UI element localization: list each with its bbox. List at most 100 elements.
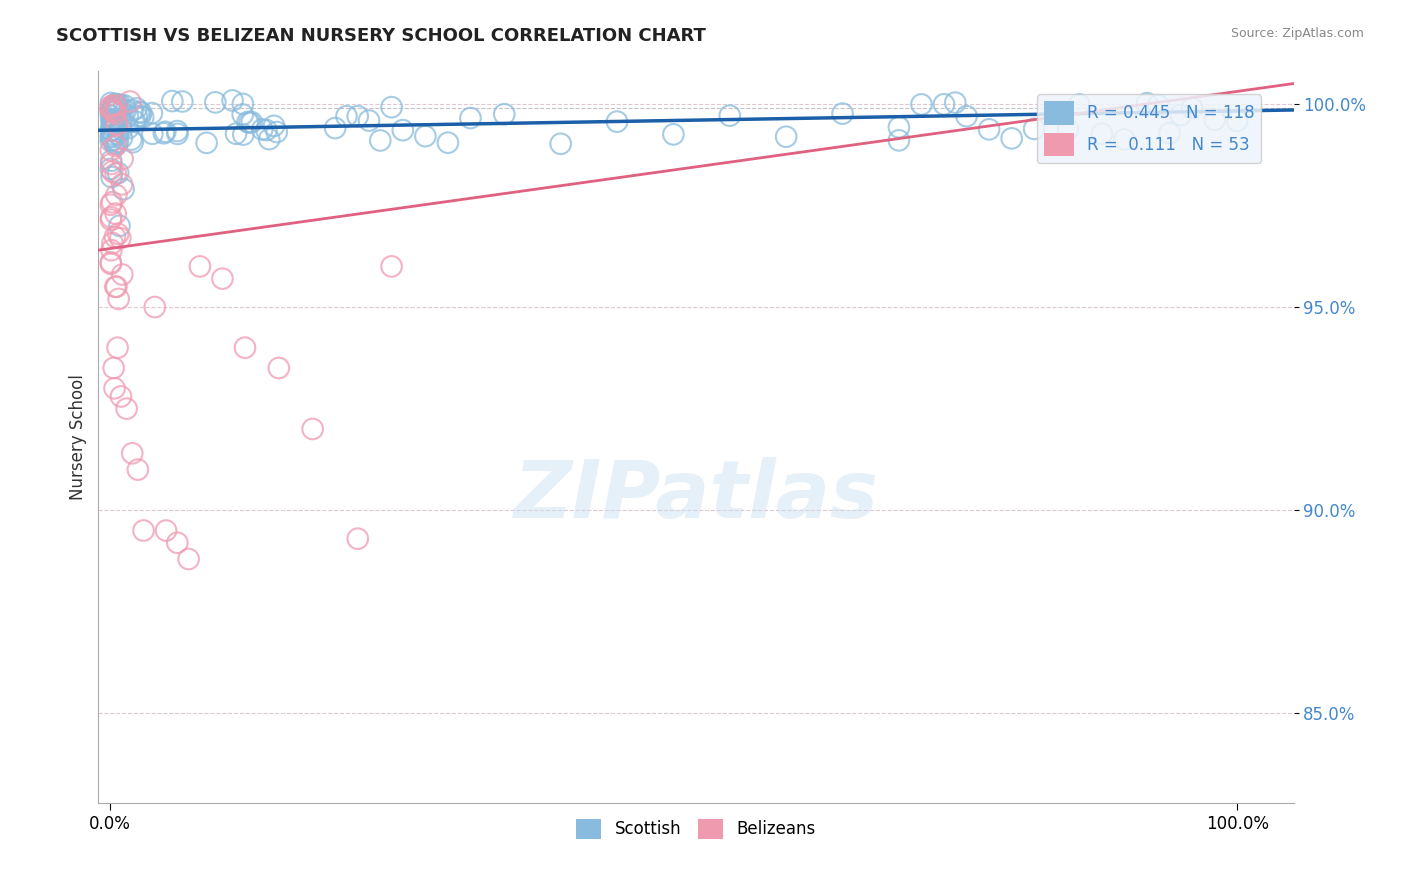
Point bbox=[100, 129, 122, 144]
Point bbox=[263, 119, 285, 133]
Point bbox=[100, 104, 122, 119]
Point bbox=[380, 260, 402, 274]
Point bbox=[128, 105, 150, 120]
Point bbox=[107, 128, 129, 142]
Point bbox=[910, 97, 932, 112]
Point bbox=[101, 114, 124, 128]
Point bbox=[104, 230, 127, 244]
Point bbox=[125, 110, 148, 124]
Point bbox=[101, 236, 124, 251]
Point bbox=[166, 535, 188, 549]
Point bbox=[104, 97, 127, 112]
Point bbox=[110, 122, 132, 136]
Point bbox=[101, 101, 124, 115]
Point bbox=[107, 292, 129, 306]
Point bbox=[266, 125, 288, 139]
Point bbox=[141, 106, 163, 120]
Point bbox=[100, 144, 122, 158]
Point bbox=[1046, 105, 1069, 120]
Point bbox=[1226, 113, 1249, 128]
Point bbox=[107, 118, 129, 132]
Point bbox=[153, 126, 176, 140]
Point bbox=[108, 219, 131, 233]
Point bbox=[104, 279, 127, 293]
Point bbox=[100, 169, 122, 184]
Point bbox=[346, 109, 368, 123]
Point bbox=[143, 300, 166, 314]
Point bbox=[1204, 112, 1226, 127]
Point bbox=[101, 128, 124, 142]
Point bbox=[195, 136, 218, 150]
Point bbox=[103, 381, 125, 395]
Y-axis label: Nursery School: Nursery School bbox=[69, 374, 87, 500]
Point bbox=[107, 166, 129, 180]
Point bbox=[101, 112, 124, 127]
Point bbox=[221, 94, 243, 108]
Point bbox=[129, 109, 152, 123]
Point bbox=[121, 135, 143, 149]
Point bbox=[211, 271, 233, 285]
Point bbox=[1001, 131, 1024, 145]
Point bbox=[104, 136, 127, 151]
Point bbox=[100, 130, 122, 145]
Point bbox=[100, 157, 122, 171]
Point bbox=[831, 106, 853, 120]
Point bbox=[240, 115, 263, 129]
Point bbox=[110, 389, 132, 403]
Point bbox=[100, 103, 122, 117]
Point bbox=[1147, 98, 1170, 112]
Point bbox=[105, 117, 128, 131]
Point bbox=[103, 103, 125, 118]
Point bbox=[103, 115, 125, 129]
Point bbox=[107, 227, 129, 241]
Legend: Scottish, Belizeans: Scottish, Belizeans bbox=[569, 812, 823, 846]
Point bbox=[232, 128, 254, 142]
Point bbox=[955, 109, 977, 123]
Point bbox=[103, 361, 125, 376]
Point bbox=[357, 113, 380, 128]
Point bbox=[104, 107, 127, 121]
Point bbox=[100, 102, 122, 116]
Point bbox=[232, 96, 254, 111]
Point bbox=[100, 153, 122, 168]
Point bbox=[115, 401, 138, 416]
Point bbox=[124, 114, 146, 128]
Point bbox=[101, 164, 124, 178]
Point bbox=[100, 244, 122, 258]
Point bbox=[104, 113, 127, 128]
Point bbox=[127, 462, 149, 476]
Point bbox=[100, 212, 122, 227]
Point bbox=[104, 98, 127, 112]
Point bbox=[1091, 127, 1114, 141]
Point bbox=[932, 97, 955, 112]
Point bbox=[392, 123, 415, 137]
Point bbox=[1069, 97, 1091, 112]
Point bbox=[100, 100, 122, 114]
Point bbox=[346, 532, 368, 546]
Point bbox=[415, 129, 437, 144]
Point bbox=[236, 115, 259, 129]
Point bbox=[1024, 122, 1046, 136]
Point bbox=[114, 98, 136, 112]
Point bbox=[105, 279, 128, 293]
Point bbox=[323, 121, 346, 136]
Point bbox=[256, 123, 278, 137]
Point bbox=[977, 122, 1000, 136]
Point bbox=[100, 198, 122, 212]
Point bbox=[250, 122, 273, 136]
Point bbox=[117, 109, 139, 123]
Point bbox=[1170, 108, 1192, 122]
Point bbox=[301, 422, 323, 436]
Point bbox=[100, 161, 122, 176]
Point bbox=[100, 99, 122, 113]
Point bbox=[494, 107, 516, 121]
Point bbox=[129, 105, 152, 120]
Point bbox=[166, 127, 188, 141]
Point bbox=[117, 121, 139, 136]
Point bbox=[162, 94, 184, 108]
Point bbox=[368, 133, 391, 147]
Point bbox=[1136, 96, 1159, 111]
Point bbox=[225, 127, 247, 141]
Point bbox=[267, 361, 290, 376]
Point bbox=[606, 114, 628, 128]
